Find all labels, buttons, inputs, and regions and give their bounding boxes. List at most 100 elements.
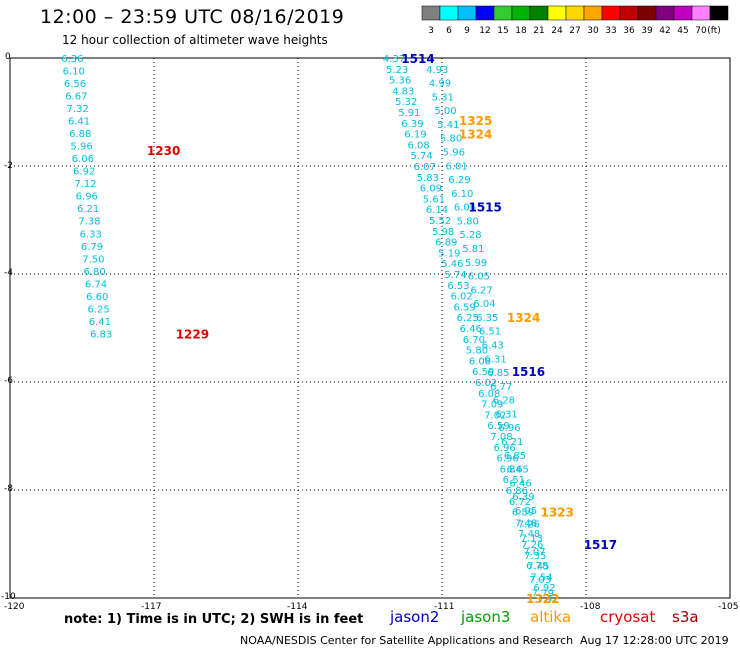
legend-swatch-label: 45 bbox=[677, 26, 688, 36]
y-tick-label: -2 bbox=[4, 161, 13, 171]
wave-height-label: 5.19 bbox=[438, 248, 460, 259]
wave-height-label: 5.80 bbox=[440, 134, 462, 145]
wave-height-label: 6.83 bbox=[90, 329, 112, 340]
wave-height-label: 6.02 bbox=[450, 292, 472, 303]
pass-number-label: 1229 bbox=[176, 327, 209, 341]
wave-height-label: 5.98 bbox=[432, 227, 454, 238]
wave-height-label: 7.09 bbox=[481, 400, 503, 411]
wave-height-label: 6.08 bbox=[469, 356, 491, 367]
wave-height-label: 7.38 bbox=[78, 217, 100, 228]
wave-height-label: 6.84 bbox=[500, 464, 522, 475]
x-tick-label: -120 bbox=[4, 602, 25, 612]
wave-height-label: 6.08 bbox=[478, 389, 500, 400]
x-tick-label: -111 bbox=[434, 602, 455, 612]
wave-height-label: 6.96 bbox=[497, 454, 519, 465]
wave-height-label: 7.45 bbox=[527, 562, 549, 573]
wave-height-label: 6.46 bbox=[509, 478, 531, 489]
wave-height-label: 6.60 bbox=[86, 292, 108, 303]
wave-height-label: 6.31 bbox=[496, 409, 518, 420]
wave-height-label: 6.46 bbox=[460, 324, 482, 335]
wave-height-label: 4.99 bbox=[429, 79, 451, 90]
pass-number-label: 1514 bbox=[401, 52, 434, 66]
footer-note: note: 1) Time is in UTC; 2) SWH is in fe… bbox=[64, 612, 364, 627]
wave-height-label: 6.21 bbox=[501, 437, 523, 448]
wave-height-label: 5.61 bbox=[423, 194, 445, 205]
wave-height-label: 5.80 bbox=[466, 346, 488, 357]
wave-height-label: 6.39 bbox=[512, 492, 534, 503]
wave-height-label: 6.96 bbox=[493, 443, 515, 454]
legend-swatch-label: 70 bbox=[695, 26, 707, 36]
wave-height-label: 5.31 bbox=[432, 92, 454, 103]
pass-number-label: 1325 bbox=[459, 114, 492, 128]
wave-height-label: 6.27 bbox=[471, 285, 493, 296]
legend-swatch-label: 36 bbox=[623, 26, 635, 36]
wave-height-label: 6.74 bbox=[85, 279, 107, 290]
y-tick-label: -6 bbox=[4, 376, 13, 386]
wave-height-label: 5.96 bbox=[443, 148, 465, 159]
y-tick-label: 0 bbox=[5, 52, 11, 62]
map-frame bbox=[9, 57, 731, 599]
wave-height-label: 6.43 bbox=[482, 340, 504, 351]
pass-number-label: 1323 bbox=[540, 506, 573, 520]
wave-height-label: 6.09 bbox=[420, 184, 442, 195]
wave-height-label: 7.79 bbox=[532, 589, 554, 600]
x-tick-label: -108 bbox=[580, 602, 601, 612]
wave-height-label: 6.02 bbox=[475, 378, 497, 389]
wave-height-label: 6.06 bbox=[72, 154, 94, 165]
wave-height-label: 5.96 bbox=[70, 142, 92, 153]
wave-height-label: 6.33 bbox=[80, 229, 102, 240]
wave-height-label: 7.35 bbox=[524, 551, 546, 562]
wave-height-label: 5.81 bbox=[462, 244, 484, 255]
legend-swatch-label: 30 bbox=[587, 26, 599, 36]
legend-jason2: jason2 bbox=[390, 608, 440, 626]
wave-height-label: 6.41 bbox=[68, 117, 90, 128]
wave-height-label: 6.28 bbox=[493, 396, 515, 407]
legend-s3a: s3a bbox=[672, 608, 699, 626]
pass-number-label: 1322 bbox=[526, 592, 559, 606]
wave-height-label: 6.04 bbox=[473, 299, 495, 310]
wave-height-label: 7.47 bbox=[536, 594, 558, 605]
wave-height-label: 5.41 bbox=[437, 120, 459, 131]
wave-height-label: 5.36 bbox=[389, 76, 411, 87]
wave-height-label: 5.23 bbox=[386, 65, 408, 76]
legend-swatch-label: 12 bbox=[479, 26, 490, 36]
x-tick-label: -114 bbox=[287, 602, 308, 612]
wave-height-label: 6.19 bbox=[404, 130, 426, 141]
legend-swatch-label: 3 bbox=[428, 26, 434, 36]
wave-height-label: 5.83 bbox=[417, 173, 439, 184]
legend-swatch-label: 42 bbox=[659, 26, 670, 36]
wave-height-label: 7.50 bbox=[82, 254, 104, 265]
wave-height-label: 7.03 bbox=[529, 575, 551, 586]
wave-height-label: 6.65 bbox=[507, 465, 529, 476]
wave-height-label: 5.00 bbox=[434, 106, 456, 117]
wave-height-label: 5.52 bbox=[429, 216, 451, 227]
wave-height-label: 7.48 bbox=[518, 529, 540, 540]
wave-height-label: 6.06 bbox=[454, 203, 476, 214]
map-subtitle: 12 hour collection of altimeter wave hei… bbox=[62, 33, 328, 47]
wave-height-label: 5.91 bbox=[398, 108, 420, 119]
legend-swatch-label: 39 bbox=[641, 26, 653, 36]
wave-height-label: 6.31 bbox=[484, 354, 506, 365]
wave-height-label: 5.46 bbox=[441, 259, 463, 270]
wave-height-label: 4.83 bbox=[392, 86, 414, 97]
color-legend: 3 6 9 12 15 18 21 24 27 30 33 36 39 42 45 70 (ft) bbox=[421, 5, 729, 36]
wave-height-label: 6.05 bbox=[468, 272, 490, 283]
legend-jason3: jason3 bbox=[461, 608, 511, 626]
wave-height-label: 6.07 bbox=[414, 162, 436, 173]
wave-height-label: 6.39 bbox=[401, 119, 423, 130]
wave-height-label: 6.59 bbox=[512, 508, 534, 519]
wave-height-label: 7.32 bbox=[67, 104, 89, 115]
wave-height-label: 6.88 bbox=[69, 129, 91, 140]
wave-height-label: 6.86 bbox=[506, 486, 528, 497]
wave-height-label: 6.70 bbox=[463, 335, 485, 346]
legend-swatch bbox=[709, 5, 729, 21]
wave-height-label: 7.08 bbox=[490, 432, 512, 443]
wave-height-label: 5.80 bbox=[457, 216, 479, 227]
wave-height-label: 5.28 bbox=[459, 230, 481, 241]
wave-height-label: 6.51 bbox=[503, 475, 525, 486]
map-title: 12:00 – 23:59 UTC 08/16/2019 bbox=[40, 6, 345, 28]
wave-height-label: 5.32 bbox=[395, 97, 417, 108]
wave-height-label: 6.96 bbox=[498, 423, 520, 434]
y-tick-label: -4 bbox=[4, 268, 13, 278]
wave-height-label: 6.77 bbox=[490, 382, 512, 393]
